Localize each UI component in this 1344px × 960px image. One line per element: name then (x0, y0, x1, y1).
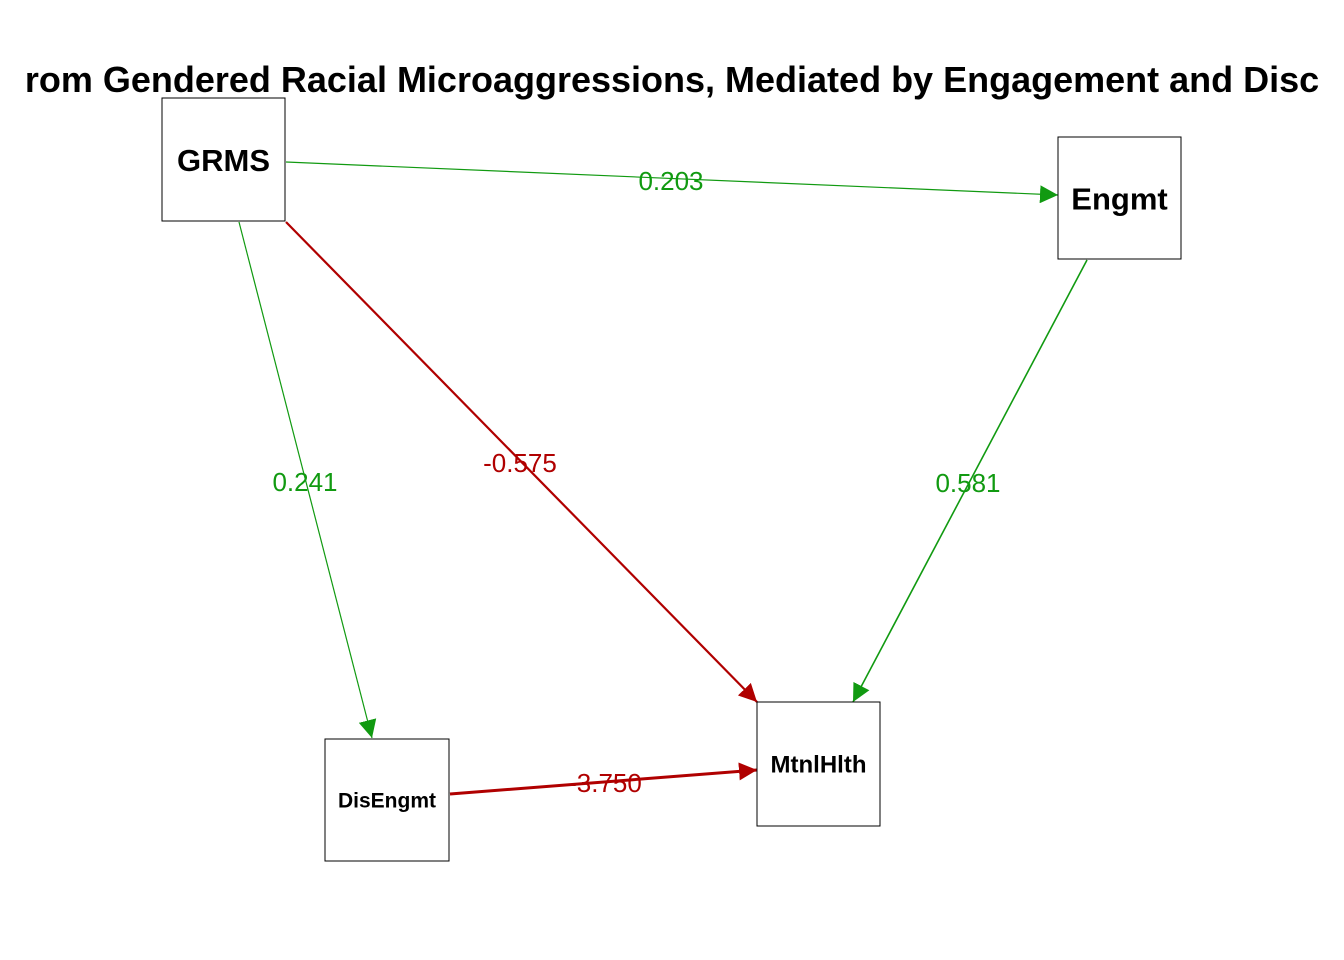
edge-label-disengmt-to-mtnlhlth: -3.750 (568, 768, 642, 798)
node-box-grms (161, 97, 286, 222)
node-label-mtnlhlth: MtnlHlth (771, 752, 867, 779)
node-mtnlhlth: MtnlHlth (756, 701, 881, 827)
node-box-engmt (1057, 136, 1182, 260)
edge-label-grms-to-disengmt: 0.241 (272, 467, 337, 497)
edge-label-grms-to-engmt: 0.203 (638, 166, 703, 196)
edge-grms-to-engmt (285, 161, 1059, 204)
node-engmt: Engmt (1057, 136, 1182, 260)
edge-engmt-to-mtnlhlth (852, 259, 1088, 703)
edge-grms-to-mtnlhlth (285, 221, 758, 703)
edges-layer: 0.203 0.241 -0.575 0.581 -3.750 (238, 161, 1088, 798)
node-box-mtnlhlth (756, 701, 881, 827)
edge-label-grms-to-mtnlhlth: -0.575 (483, 448, 557, 478)
edge-disengmt-to-mtnlhlth (449, 762, 758, 796)
node-label-disengmt: DisEngmt (338, 790, 436, 813)
node-label-grms: GRMS (177, 143, 270, 178)
node-grms: GRMS (161, 97, 286, 222)
diagram-title: rom Gendered Racial Microaggressions, Me… (25, 59, 1319, 100)
edge-label-engmt-to-mtnlhlth: 0.581 (935, 468, 1000, 498)
node-label-engmt: Engmt (1071, 182, 1167, 217)
node-box-disengmt (324, 738, 450, 862)
nodes-layer: GRMS Engmt DisEngmt MtnlHlth (161, 97, 1182, 862)
node-disengmt: DisEngmt (324, 738, 450, 862)
edge-grms-to-disengmt (238, 221, 377, 739)
